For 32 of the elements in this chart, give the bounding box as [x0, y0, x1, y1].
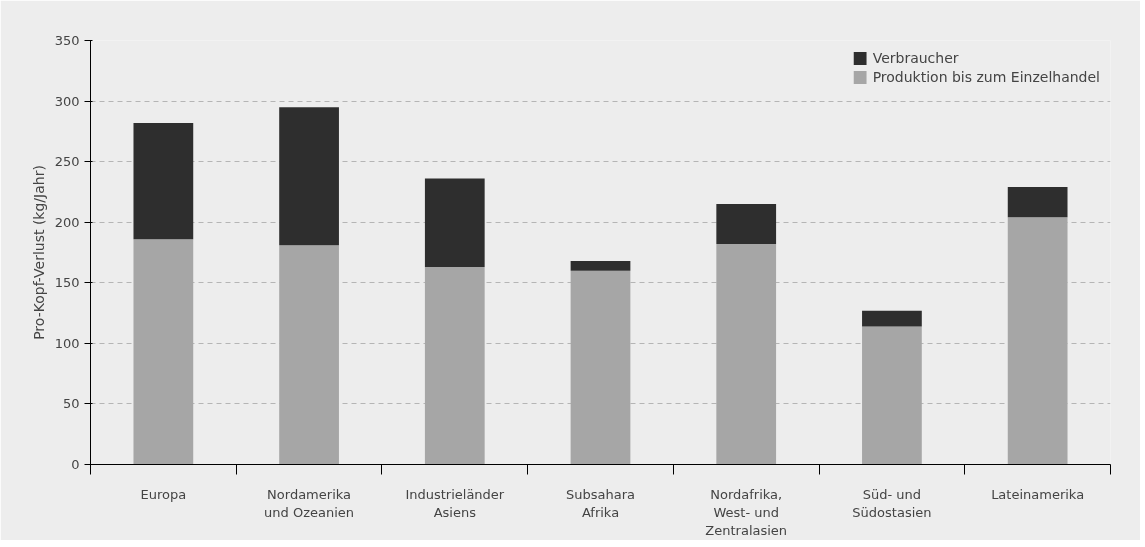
legend-label: Produktion bis zum Einzelhandel [872, 69, 1100, 85]
x-tick-label: Nordamerika und Ozeanien [264, 486, 355, 520]
bar [570, 270, 631, 465]
bar [716, 204, 777, 245]
bar [279, 245, 339, 465]
y-tick-label: 50 [62, 396, 80, 412]
bar [1007, 187, 1068, 218]
x-tick-label: Industrieländer Asiens [405, 486, 505, 520]
y-tick-label: 0 [71, 457, 80, 472]
bar [424, 267, 485, 465]
legend-label: Verbraucher [872, 50, 959, 66]
y-tick-label: 100 [54, 335, 80, 351]
y-tick-label: 350 [54, 33, 80, 48]
bar [1007, 217, 1068, 465]
bar [570, 260, 631, 271]
x-tick-label: Nordafrika, West- und Zentralasien [705, 486, 788, 538]
bar [716, 244, 777, 465]
y-tick-label: 300 [54, 93, 80, 109]
y-tick-label: 200 [54, 214, 80, 230]
y-axis-title: Pro-Kopf-Verlust (kg/Jahr) [30, 165, 47, 340]
x-tick-label: Lateinamerika [991, 486, 1085, 502]
bar [133, 239, 194, 465]
bar [862, 326, 922, 465]
x-tick-label: Süd- und Südostasien [852, 486, 932, 520]
bar [424, 178, 485, 268]
bar [862, 310, 922, 327]
y-tick-label: 250 [54, 154, 80, 170]
x-tick-label: Europa [140, 486, 187, 502]
bar [133, 122, 194, 240]
y-tick-label: 150 [54, 275, 80, 291]
x-tick-label: Subsahara Afrika [566, 486, 635, 520]
bar [279, 107, 339, 246]
